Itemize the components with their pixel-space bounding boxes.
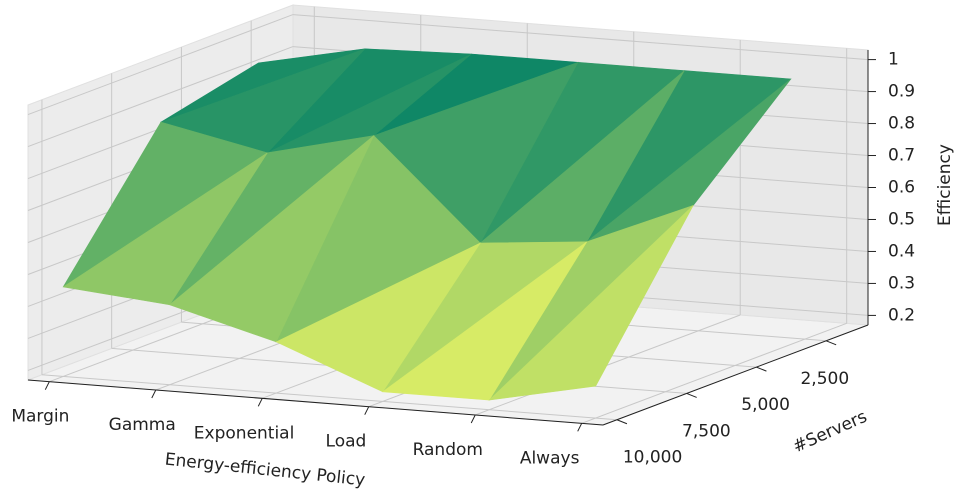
grid-line	[581, 322, 847, 424]
grid-line	[27, 14, 294, 116]
z-tick-label: 0.5	[888, 209, 915, 229]
surface-facet	[488, 205, 694, 401]
axis-line	[27, 379, 604, 426]
x-tick-label: Gamma	[109, 415, 176, 435]
x-tick	[364, 406, 370, 415]
x-tick-label: Always	[520, 448, 580, 468]
y-tick	[756, 366, 767, 372]
x-tick-label: Margin	[11, 407, 69, 427]
x-tick	[44, 381, 50, 390]
x-tick	[151, 389, 157, 399]
z-tick-label: 0.4	[888, 241, 915, 261]
grid-line	[475, 314, 741, 416]
z-tick-label: 0.7	[888, 146, 915, 166]
surface-facet	[62, 152, 268, 306]
z-tick-label: 0.9	[888, 82, 915, 102]
z-tick-label: 0.8	[888, 114, 915, 134]
y-tick-label: 5,000	[741, 395, 790, 415]
x-tick	[470, 414, 476, 424]
x-tick-label: Exponential	[194, 423, 295, 443]
grid-line	[27, 46, 294, 148]
y-axis-label: #Servers	[790, 407, 870, 457]
z-tick-label: 0.3	[888, 273, 915, 293]
y-tick	[686, 392, 697, 398]
y-tick	[616, 419, 628, 425]
z-tick-label: 0.2	[888, 305, 915, 325]
axis-line	[602, 324, 869, 426]
x-tick-label: Load	[326, 432, 367, 452]
grid-line	[41, 374, 617, 421]
surface-facet	[169, 135, 375, 343]
y-tick-label: 10,000	[623, 448, 682, 468]
y-tick-label: 7,500	[682, 421, 731, 441]
y-tick-label: 2,500	[800, 369, 849, 389]
x-tick	[577, 423, 583, 432]
z-tick-label: 1	[888, 50, 899, 70]
y-tick	[825, 340, 837, 346]
x-tick-label: Random	[413, 440, 483, 460]
z-axis-label: Efficiency	[935, 144, 955, 226]
surface-facet	[275, 242, 482, 393]
x-axis-label: Energy-efficiency Policy	[164, 450, 366, 491]
x-tick	[257, 398, 263, 407]
grid-line	[292, 14, 869, 61]
surface-facet	[381, 241, 588, 401]
z-tick-label: 0.6	[888, 178, 915, 198]
